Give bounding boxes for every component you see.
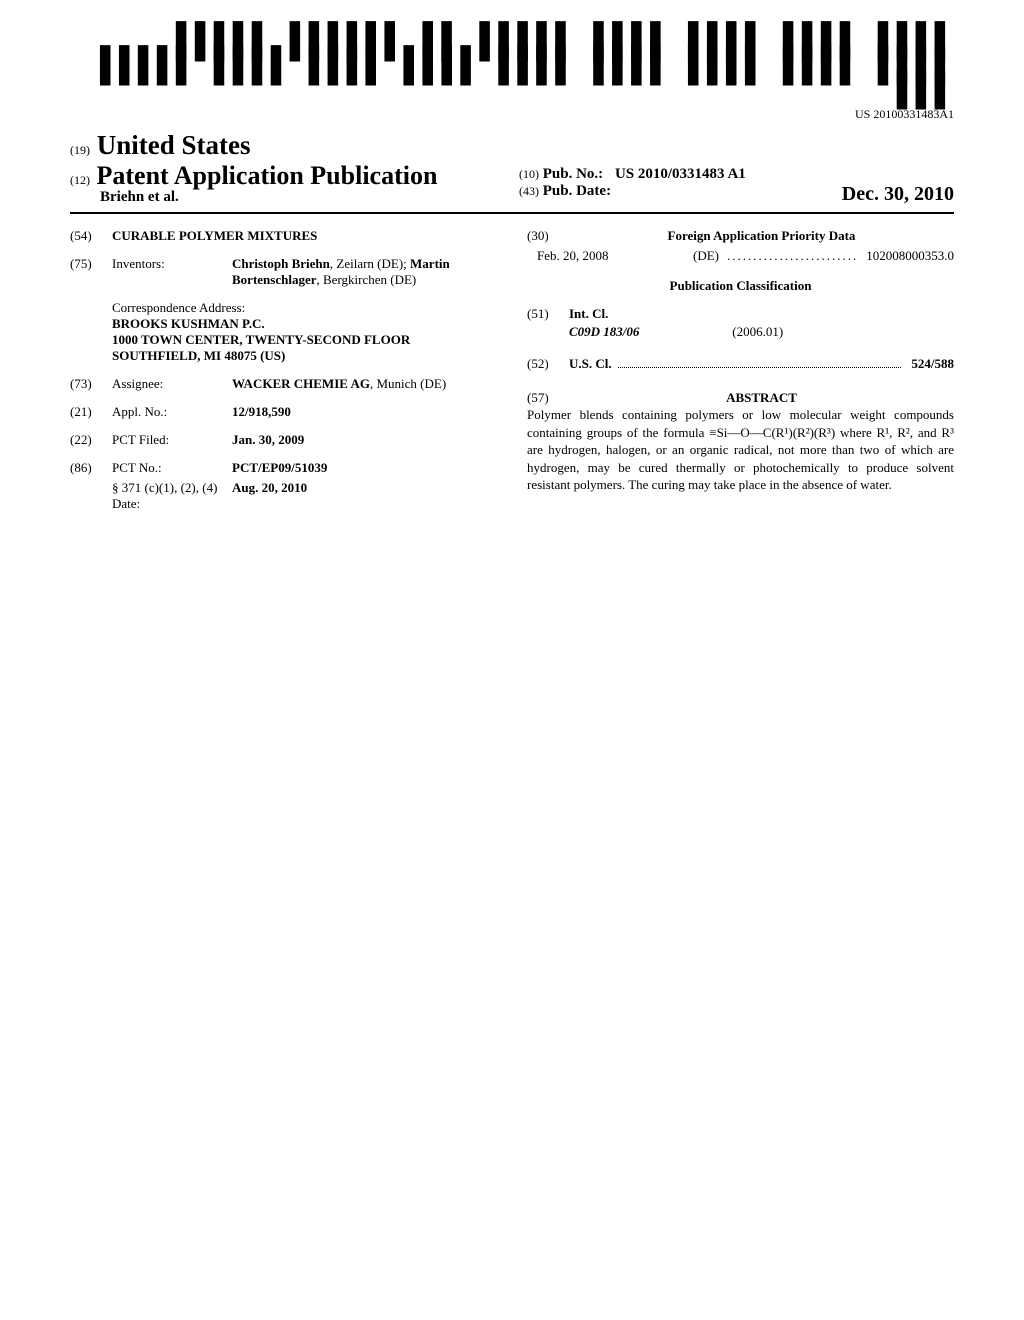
pub-no-line: (10) Pub. No.: US 2010/0331483 A1 [519, 166, 954, 183]
section-371-label: § 371 (c)(1), (2), (4) Date: [112, 480, 232, 512]
assignee-name: WACKER CHEMIE AG [232, 376, 370, 391]
code-43: (43) [519, 184, 539, 198]
code-73: (73) [70, 376, 112, 392]
authors-line: Briehn et al. [70, 189, 505, 206]
assignee-loc: , Munich (DE) [370, 376, 446, 391]
code-22: (22) [70, 432, 112, 448]
inventors-value: Christoph Briehn, Zeilarn (DE); Martin B… [232, 256, 497, 288]
int-cl-code: C09D 183/06 [569, 324, 729, 340]
us-cl-dots [618, 352, 902, 368]
header-right: (10) Pub. No.: US 2010/0331483 A1 (43) P… [505, 166, 954, 206]
code-52: (52) [527, 356, 569, 372]
pub-date-line: (43) Pub. Date: Dec. 30, 2010 [519, 183, 954, 200]
header-divider [70, 212, 954, 214]
pct-filed-label: PCT Filed: [112, 432, 232, 448]
int-cl-label: Int. Cl. [569, 306, 608, 322]
foreign-country: (DE) [693, 248, 719, 264]
section-371-value: Aug. 20, 2010 [232, 480, 307, 512]
section-371-row: § 371 (c)(1), (2), (4) Date: Aug. 20, 20… [112, 480, 497, 512]
pct-filed-value: Jan. 30, 2009 [232, 432, 497, 448]
pub-date-value: Dec. 30, 2010 [842, 183, 954, 206]
code-86: (86) [70, 460, 112, 476]
correspondence-line-3: SOUTHFIELD, MI 48075 (US) [112, 348, 497, 364]
appl-no-label: Appl. No.: [112, 404, 232, 420]
correspondence-line-1: BROOKS KUSHMAN P.C. [112, 316, 497, 332]
us-cl-label: U.S. Cl. [569, 356, 612, 372]
code-30: (30) [527, 228, 569, 244]
assignee-value: WACKER CHEMIE AG, Munich (DE) [232, 376, 497, 392]
foreign-right: (DE) ......................... 102008000… [693, 248, 954, 264]
foreign-number: 102008000353.0 [866, 248, 954, 264]
correspondence-label: Correspondence Address: [112, 300, 497, 316]
title-row: (54) CURABLE POLYMER MIXTURES [70, 228, 497, 244]
inventor-2-loc: , Bergkirchen (DE) [316, 272, 416, 287]
inventor-1-loc: , Zeilarn (DE); [330, 256, 407, 271]
pct-no-label: PCT No.: [112, 460, 232, 476]
assignee-label: Assignee: [112, 376, 232, 392]
foreign-heading-row: (30) Foreign Application Priority Data [527, 228, 954, 244]
code-57: (57) [527, 390, 569, 406]
inventors-row: (75) Inventors: Christoph Briehn, Zeilar… [70, 256, 497, 288]
barcode-number: US 20100331483A1 [70, 107, 954, 122]
appl-no-value: 12/918,590 [232, 404, 497, 420]
header-row: (19) United States (12) Patent Applicati… [70, 130, 954, 206]
barcode-graphic: ▌▌▌▌▌ ▌▌▌▌▌▌ ▌▌ ▌▌▌▌▌ ▌▌▌▌ ▌▌▌▌ ▌▌▌▌ ▌▌▌… [70, 30, 954, 102]
code-10: (10) [519, 167, 539, 181]
appl-no-row: (21) Appl. No.: 12/918,590 [70, 404, 497, 420]
correspondence-line-2: 1000 TOWN CENTER, TWENTY-SECOND FLOOR [112, 332, 497, 348]
inventor-1-name: Christoph Briehn [232, 256, 330, 271]
code-51: (51) [527, 306, 569, 322]
foreign-data-row: Feb. 20, 2008 (DE) .....................… [537, 248, 954, 264]
abstract-text: Polymer blends containing polymers or lo… [527, 406, 954, 494]
patent-title: CURABLE POLYMER MIXTURES [112, 228, 317, 244]
pub-no-value: US 2010/0331483 A1 [615, 166, 746, 182]
code-12: (12) [70, 173, 90, 187]
assignee-row: (73) Assignee: WACKER CHEMIE AG, Munich … [70, 376, 497, 392]
right-column: (30) Foreign Application Priority Data F… [527, 228, 954, 522]
pub-date-label: Pub. Date: [543, 183, 611, 199]
pub-no-label: Pub. No.: [543, 166, 603, 182]
pct-no-value: PCT/EP09/51039 [232, 460, 497, 476]
abstract-heading: ABSTRACT [569, 390, 954, 406]
us-cl-row: (52) U.S. Cl. 524/588 [527, 356, 954, 372]
code-75: (75) [70, 256, 112, 288]
doc-type: (12) Patent Application Publication [70, 161, 505, 191]
country-name: United States [97, 130, 251, 160]
main-columns: (54) CURABLE POLYMER MIXTURES (75) Inven… [70, 228, 954, 522]
foreign-dots: ......................... [727, 248, 858, 264]
pub-class-heading: Publication Classification [527, 278, 954, 294]
abstract-heading-row: (57) ABSTRACT [527, 390, 954, 406]
code-21: (21) [70, 404, 112, 420]
code-54: (54) [70, 228, 112, 244]
barcode-region: ▌▌▌▌▌ ▌▌▌▌▌▌ ▌▌ ▌▌▌▌▌ ▌▌▌▌ ▌▌▌▌ ▌▌▌▌ ▌▌▌… [70, 30, 954, 122]
code-19: (19) [70, 143, 90, 157]
us-cl-value: 524/588 [911, 356, 954, 372]
int-cl-year: (2006.01) [732, 324, 783, 339]
foreign-date: Feb. 20, 2008 [537, 248, 609, 264]
country-line: (19) United States [70, 130, 505, 161]
foreign-heading: Foreign Application Priority Data [569, 228, 954, 244]
doc-type-text: Patent Application Publication [97, 161, 438, 190]
correspondence-block: Correspondence Address: BROOKS KUSHMAN P… [112, 300, 497, 364]
int-cl-row: (51) Int. Cl. [527, 306, 954, 322]
pct-no-row: (86) PCT No.: PCT/EP09/51039 [70, 460, 497, 476]
pct-filed-row: (22) PCT Filed: Jan. 30, 2009 [70, 432, 497, 448]
inventors-label: Inventors: [112, 256, 232, 288]
left-column: (54) CURABLE POLYMER MIXTURES (75) Inven… [70, 228, 497, 522]
header-left: (19) United States (12) Patent Applicati… [70, 130, 505, 206]
int-cl-value-row: C09D 183/06 (2006.01) [569, 324, 954, 340]
